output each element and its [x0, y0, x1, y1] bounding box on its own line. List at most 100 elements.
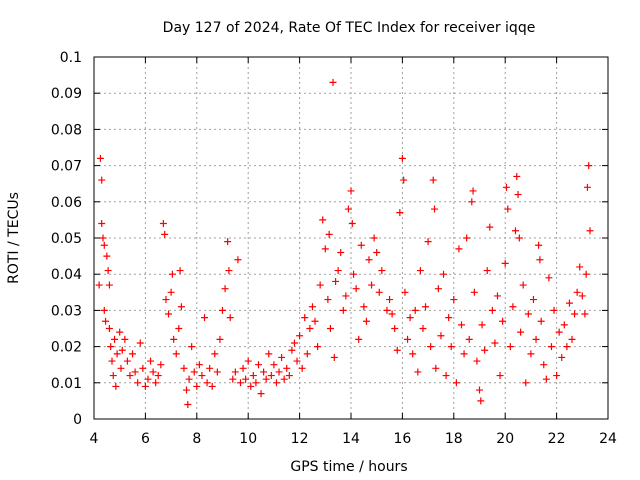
roti-data-point	[573, 288, 581, 296]
roti-data-point	[134, 379, 142, 387]
roti-data-point	[535, 241, 543, 249]
roti-data-point	[183, 386, 191, 394]
roti-data-point	[314, 343, 322, 351]
roti-data-point	[270, 361, 278, 369]
roti-data-point	[400, 176, 408, 184]
roti-data-point	[496, 372, 504, 380]
roti-data-point	[422, 303, 430, 311]
roti-data-point	[168, 270, 176, 278]
roti-data-point	[100, 241, 108, 249]
roti-data-point	[306, 325, 314, 332]
roti-data-point	[458, 321, 466, 329]
roti-data-point	[334, 267, 342, 275]
x-tick-label: 8	[192, 431, 201, 447]
roti-data-point	[416, 267, 424, 275]
roti-data-point	[476, 386, 483, 394]
roti-data-point	[536, 256, 544, 264]
roti-data-point	[190, 368, 198, 376]
roti-data-point	[499, 317, 507, 325]
roti-data-point	[491, 339, 499, 347]
roti-data-point	[144, 375, 152, 383]
roti-data-point	[298, 364, 306, 372]
roti-data-point	[170, 335, 178, 343]
roti-data-point	[225, 267, 233, 275]
roti-data-point	[558, 353, 566, 361]
roti-data-point	[257, 390, 265, 398]
roti-data-point	[502, 183, 510, 191]
roti-data-point	[103, 252, 111, 260]
y-tick-label: 0.06	[51, 195, 82, 211]
roti-data-point	[242, 375, 250, 383]
roti-data-point	[325, 230, 333, 238]
roti-data-point	[121, 335, 129, 343]
y-tick-label: 0.03	[51, 303, 82, 319]
roti-data-point	[393, 346, 401, 354]
roti-data-point	[272, 379, 280, 387]
roti-data-point	[184, 401, 192, 409]
roti-data-point	[129, 350, 137, 358]
roti-data-point	[221, 285, 229, 293]
roti-data-point	[347, 187, 355, 195]
roti-data-point	[519, 281, 527, 289]
roti-data-point	[188, 343, 196, 351]
roti-data-point	[329, 78, 337, 86]
roti-data-point	[540, 361, 548, 369]
roti-data-point	[568, 335, 576, 343]
roti-data-point	[219, 306, 226, 314]
roti-data-point	[547, 343, 555, 351]
roti-data-point	[123, 357, 131, 365]
roti-data-point	[513, 172, 521, 180]
roti-data-point	[555, 328, 563, 336]
roti-data-point	[330, 353, 338, 361]
roti-data-point	[560, 321, 568, 329]
roti-data-point	[386, 296, 394, 304]
roti-data-point	[98, 220, 106, 228]
roti-data-point	[111, 335, 119, 343]
roti-data-point	[576, 263, 584, 271]
roti-data-point	[429, 176, 437, 184]
roti-data-point	[112, 382, 120, 390]
x-tick-label: 14	[342, 431, 360, 447]
roti-data-point	[506, 343, 514, 351]
roti-data-point	[324, 296, 332, 304]
roti-data-point	[404, 335, 412, 343]
roti-data-point	[373, 248, 381, 256]
roti-data-point	[201, 314, 209, 322]
roti-data-point	[478, 321, 486, 329]
x-tick-label: 20	[496, 431, 514, 447]
roti-data-point	[293, 357, 301, 365]
roti-data-point	[565, 299, 573, 307]
y-tick-label: 0.1	[60, 50, 82, 66]
roti-data-point	[211, 350, 219, 358]
roti-data-point	[537, 317, 545, 325]
roti-data-point	[208, 382, 216, 390]
roti-data-point	[296, 332, 304, 340]
roti-data-point	[350, 270, 358, 278]
roti-data-point	[100, 306, 108, 314]
roti-data-point	[424, 238, 432, 246]
roti-data-point	[455, 245, 463, 253]
roti-data-point	[332, 277, 340, 285]
roti-data-point	[447, 343, 455, 351]
roti-data-point	[406, 314, 414, 322]
roti-data-point	[362, 317, 370, 325]
roti-data-point	[514, 191, 522, 199]
roti-data-point	[477, 397, 485, 405]
roti-data-point	[285, 372, 293, 380]
roti-data-point	[378, 267, 386, 275]
roti-data-point	[375, 288, 383, 296]
roti-data-point	[104, 267, 112, 275]
roti-data-point	[355, 335, 363, 343]
roti-data-point	[445, 314, 453, 322]
roti-data-point	[229, 375, 237, 383]
roti-data-point	[162, 296, 170, 304]
y-tick-label: 0.04	[51, 267, 82, 283]
y-tick-label: 0.05	[51, 231, 82, 247]
roti-data-point	[414, 368, 422, 376]
roti-data-point	[280, 375, 288, 383]
x-tick-label: 10	[239, 431, 257, 447]
roti-data-point	[515, 234, 523, 242]
roti-data-point	[427, 343, 435, 351]
roti-data-point	[161, 230, 169, 238]
roti-data-point	[118, 346, 126, 354]
